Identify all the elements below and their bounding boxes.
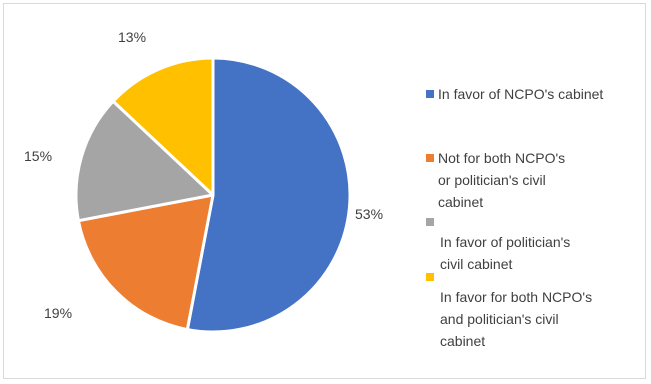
pie-labels: 53% 19% 15% 13% — [24, 29, 383, 321]
slice-label-neither: 19% — [44, 305, 72, 321]
slice-label-both: 13% — [118, 29, 146, 45]
pie-slice-both — [111, 56, 215, 197]
pie-slice-ncpo — [185, 56, 352, 334]
legend-swatch-both — [426, 273, 434, 281]
legend-label-politician-line-2: civil cabinet — [440, 256, 513, 272]
pie-slice-neither — [76, 193, 215, 332]
legend-label-both-line-2: and politician's civil — [440, 311, 559, 327]
legend-label-ncpo-line-1: In favor of NCPO's cabinet — [438, 86, 604, 102]
legend-swatch-ncpo — [426, 90, 434, 98]
legend-swatch-politician — [426, 218, 434, 226]
slice-label-ncpo: 53% — [355, 206, 383, 222]
legend-swatch-neither — [426, 154, 434, 162]
legend-label-politician-line-1: In favor of politician's — [440, 234, 571, 250]
legend-label-both-line-1: In favor for both NCPO's — [440, 289, 593, 305]
legend-label-neither-line-2: or politician's civil — [438, 172, 546, 188]
legend-label-neither-line-1: Not for both NCPO's — [438, 150, 566, 166]
slice-label-politician: 15% — [24, 148, 52, 164]
pie-slices — [74, 56, 352, 334]
pie-slice-politician — [74, 99, 215, 223]
legend-label-both-line-3: cabinet — [440, 333, 486, 349]
legend-label-neither-line-3: cabinet — [438, 194, 484, 210]
